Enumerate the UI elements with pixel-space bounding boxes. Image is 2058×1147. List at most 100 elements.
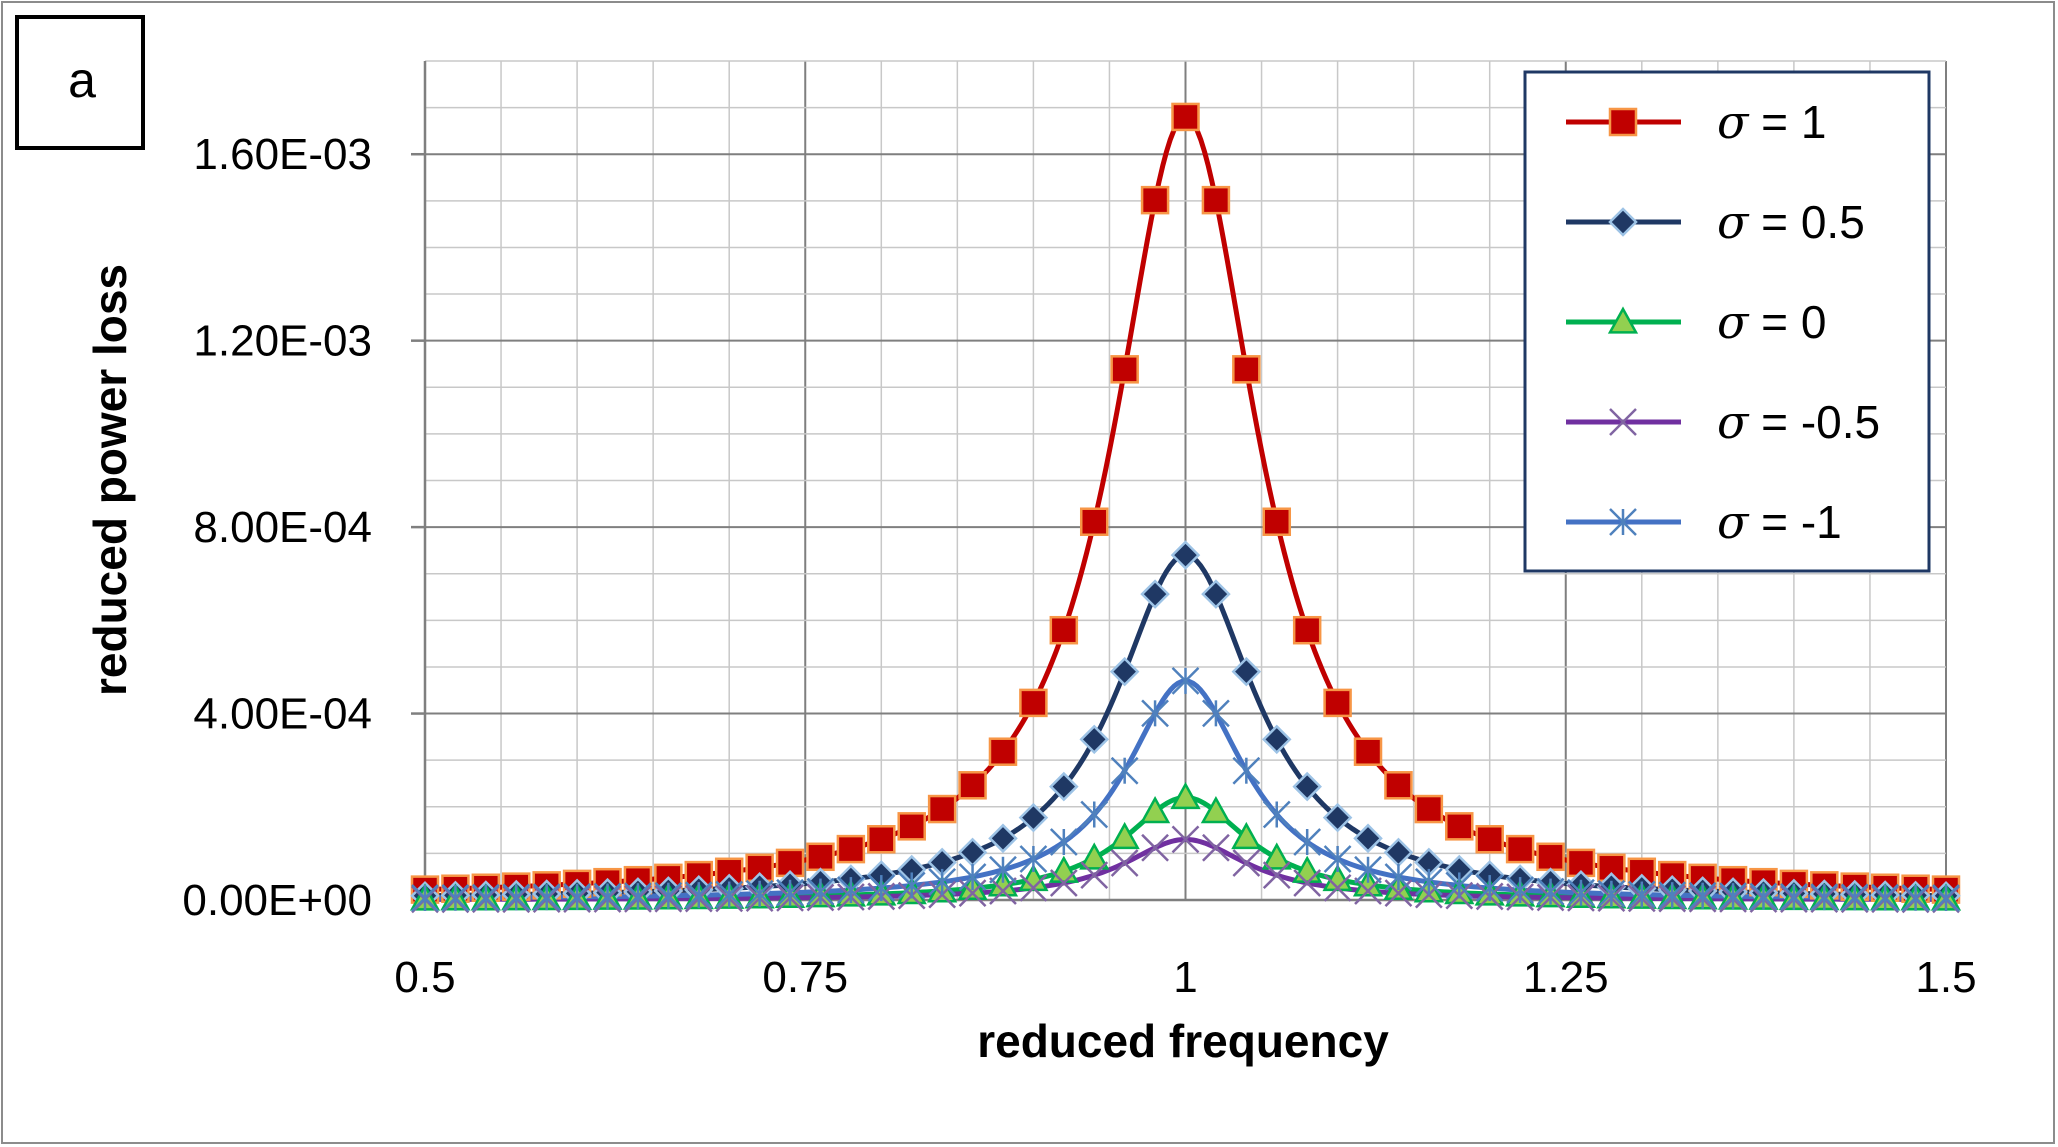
data-point <box>1597 879 1626 908</box>
data-point <box>1019 688 1048 718</box>
marker-stroke <box>1019 873 1048 902</box>
data-point <box>806 842 835 872</box>
marker-stroke <box>1323 873 1352 902</box>
legend-label-value: = -1 <box>1748 496 1841 548</box>
legend-label-value: = -0.5 <box>1748 396 1880 448</box>
data-point <box>1171 825 1200 854</box>
data-point <box>867 874 896 902</box>
data-point <box>836 834 866 864</box>
data-point <box>927 794 957 824</box>
data-point <box>836 876 865 904</box>
legend-label: σ = 1 <box>1717 95 1826 149</box>
y-tick-label: 1.60E-03 <box>193 130 372 179</box>
data-point <box>1505 834 1535 864</box>
y-tick-label: 8.00E-04 <box>193 503 372 552</box>
data-point <box>471 883 500 912</box>
data-point <box>1079 724 1110 755</box>
data-point <box>1354 855 1382 884</box>
data-point <box>1139 796 1171 824</box>
marker-stroke <box>1202 833 1230 862</box>
data-point <box>745 879 774 908</box>
legend-swatch-marker <box>1609 508 1637 536</box>
data-point <box>958 863 987 891</box>
data-point <box>958 771 987 800</box>
marker-stroke <box>1141 833 1169 862</box>
data-point <box>1261 842 1292 870</box>
x-tick-label: 1 <box>1173 953 1197 1002</box>
data-point <box>1383 837 1414 868</box>
data-point <box>411 884 439 912</box>
data-point <box>1079 842 1110 870</box>
data-point <box>1262 507 1292 536</box>
data-point <box>806 877 835 906</box>
data-point <box>715 880 744 909</box>
x-tick-label: 0.5 <box>394 953 455 1002</box>
data-point <box>1688 881 1717 910</box>
data-point <box>1232 355 1261 384</box>
y-tick-label: 0.00E+00 <box>182 876 372 925</box>
legend-label-symbol: σ <box>1717 395 1750 449</box>
data-point <box>1200 796 1232 824</box>
data-point <box>1018 802 1049 833</box>
panel-label-box <box>15 15 145 150</box>
data-point <box>1384 771 1413 800</box>
legend-label-symbol: σ <box>1717 495 1750 549</box>
data-point <box>1110 849 1139 877</box>
data-point <box>1170 540 1201 570</box>
data-point <box>1414 868 1443 896</box>
data-point <box>1171 102 1200 132</box>
data-point <box>1141 699 1169 728</box>
data-point <box>867 825 896 854</box>
data-point <box>1414 794 1444 824</box>
data-point <box>1810 883 1839 912</box>
data-point <box>988 737 1018 766</box>
data-point <box>897 812 926 841</box>
y-tick-label: 4.00E-04 <box>193 690 372 739</box>
tick-labels: 0.5 0.75 1 1.25 1.5 0.00E+00 4.00E-04 8.00E-04 1… <box>182 130 1976 1002</box>
y-tick-label: 1.20E-03 <box>193 317 372 366</box>
legend-entry: σ = -1 <box>1566 495 1842 549</box>
data-point <box>1354 877 1382 905</box>
data-point <box>1292 615 1322 645</box>
data-point <box>1231 656 1262 687</box>
data-point <box>1475 825 1504 854</box>
data-point <box>1445 871 1474 900</box>
data-point <box>1202 833 1230 862</box>
data-point <box>1323 873 1352 902</box>
marker-stroke <box>1609 408 1637 436</box>
legend-label-symbol: σ <box>1717 95 1750 149</box>
data-point <box>989 877 1017 905</box>
data-point <box>1232 849 1261 877</box>
data-point <box>1353 823 1383 854</box>
data-point <box>1079 507 1109 536</box>
data-point <box>1170 781 1201 810</box>
data-point <box>593 882 622 911</box>
x-axis-title: reduced frequency <box>977 1015 1389 1067</box>
x-tick-label: 1.5 <box>1915 953 1976 1002</box>
x-tick-label: 0.75 <box>762 953 848 1002</box>
legend-entry: σ = 0 <box>1566 295 1826 349</box>
data-point <box>1080 800 1109 829</box>
data-point <box>1232 756 1261 785</box>
marker-stroke <box>1110 849 1139 877</box>
data-point <box>1110 355 1139 384</box>
marker-stroke <box>989 877 1017 905</box>
data-point <box>1080 861 1109 890</box>
data-point <box>502 883 531 912</box>
data-point <box>1840 883 1869 912</box>
legend-label-symbol: σ <box>1717 295 1750 349</box>
data-point <box>1475 874 1504 902</box>
legend-label-value: = 0.5 <box>1748 196 1864 248</box>
data-point <box>1049 869 1078 897</box>
marker-stroke <box>1262 861 1291 890</box>
data-point <box>1171 667 1200 695</box>
data-point <box>532 883 561 912</box>
data-point <box>1262 861 1291 890</box>
data-point <box>563 883 591 911</box>
panel-label: a <box>68 52 96 108</box>
data-point <box>1019 873 1048 902</box>
data-point <box>624 882 652 911</box>
data-point <box>654 881 683 910</box>
marker-stroke <box>1354 877 1382 905</box>
